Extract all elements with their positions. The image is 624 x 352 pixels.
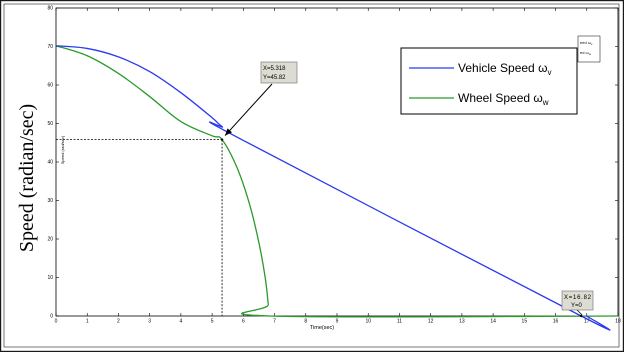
y-tick-label: 40 <box>47 160 53 166</box>
x-tick-label: 6 <box>242 319 245 325</box>
datatip-1-box <box>260 61 298 84</box>
series-layer <box>55 45 619 331</box>
x-tick-label: 12 <box>428 319 434 325</box>
x-tick-label: 14 <box>490 319 496 325</box>
x-axis-label: Time(sec) <box>310 325 334 331</box>
datatip-1-arrowhead <box>225 128 232 136</box>
datatip-2-x: X=16.82 <box>564 295 592 301</box>
x-tick-label: 16 <box>553 319 559 325</box>
y-tick-label: 80 <box>47 6 53 12</box>
datatip-2-box <box>561 290 594 311</box>
datatip-2[interactable]: X=16.82 Y=0 <box>561 290 594 316</box>
x-axis-ticks: 0 1 2 3 4 5 6 7 8 9 10 11 12 13 14 15 16 17 18 <box>55 8 621 325</box>
x-tick-label: 17 <box>584 319 590 325</box>
x-tick-label: 3 <box>148 319 151 325</box>
datatip-2-arrow <box>576 309 583 316</box>
mini-legend-label-1: eed ωv <box>580 40 593 46</box>
datatip-2-marker <box>579 314 583 318</box>
x-tick-label: 13 <box>459 319 465 325</box>
y-tick-label: 20 <box>47 237 53 243</box>
x-tick-label: 9 <box>336 319 339 325</box>
y-tick-label: 50 <box>47 121 53 127</box>
x-tick-label: 11 <box>397 319 402 325</box>
x-tick-label: 7 <box>273 319 276 325</box>
datatip-1-marker <box>220 138 224 141</box>
inner-y-axis-label: Speed (rad/sec) <box>60 135 65 164</box>
legend-label-wheel: Wheel Speed ωw <box>458 91 549 107</box>
datatip-2-y: Y=0 <box>571 303 583 309</box>
legend: Vehicle Speed ωv Wheel Speed ωw <box>400 47 578 115</box>
mini-legend-label-2: ed ωw <box>580 50 592 56</box>
y-tick-label: 30 <box>47 198 53 204</box>
x-tick-label: 18 <box>615 319 621 325</box>
legend-label-vehicle: Vehicle Speed ωv <box>458 61 551 77</box>
x-tick-label: 4 <box>179 319 182 325</box>
datatip-1-x: X=5.318 <box>263 66 286 72</box>
x-tick-label: 5 <box>211 319 214 325</box>
legend-box <box>400 47 578 115</box>
y-tick-label: 10 <box>47 275 53 281</box>
mini-legend: eed ωv ed ωw <box>577 35 601 63</box>
y-axis-ticks: 0 10 20 30 40 50 60 70 80 <box>47 6 618 320</box>
x-tick-label: 2 <box>117 319 120 325</box>
datatip-guides <box>56 138 583 318</box>
x-tick-label: 1 <box>86 319 89 325</box>
series-line-vehicle-speed <box>55 45 611 331</box>
mini-legend-box <box>577 35 601 63</box>
outer-y-axis-label: Speed (radian/sec) <box>16 104 38 252</box>
x-tick-label: 15 <box>522 319 528 325</box>
y-tick-label: 0 <box>50 314 53 320</box>
datatip-1-arrow <box>224 83 273 136</box>
x-tick-label: 10 <box>365 319 371 325</box>
y-tick-label: 60 <box>47 83 53 89</box>
y-tick-label: 70 <box>47 44 53 50</box>
x-tick-label: 0 <box>55 319 58 325</box>
datatip-1-y: Y=45.82 <box>263 75 286 81</box>
series-line-wheel-speed <box>55 45 619 318</box>
x-tick-label: 8 <box>304 319 307 325</box>
datatip-1[interactable]: X=5.318 Y=45.82 <box>224 61 298 136</box>
